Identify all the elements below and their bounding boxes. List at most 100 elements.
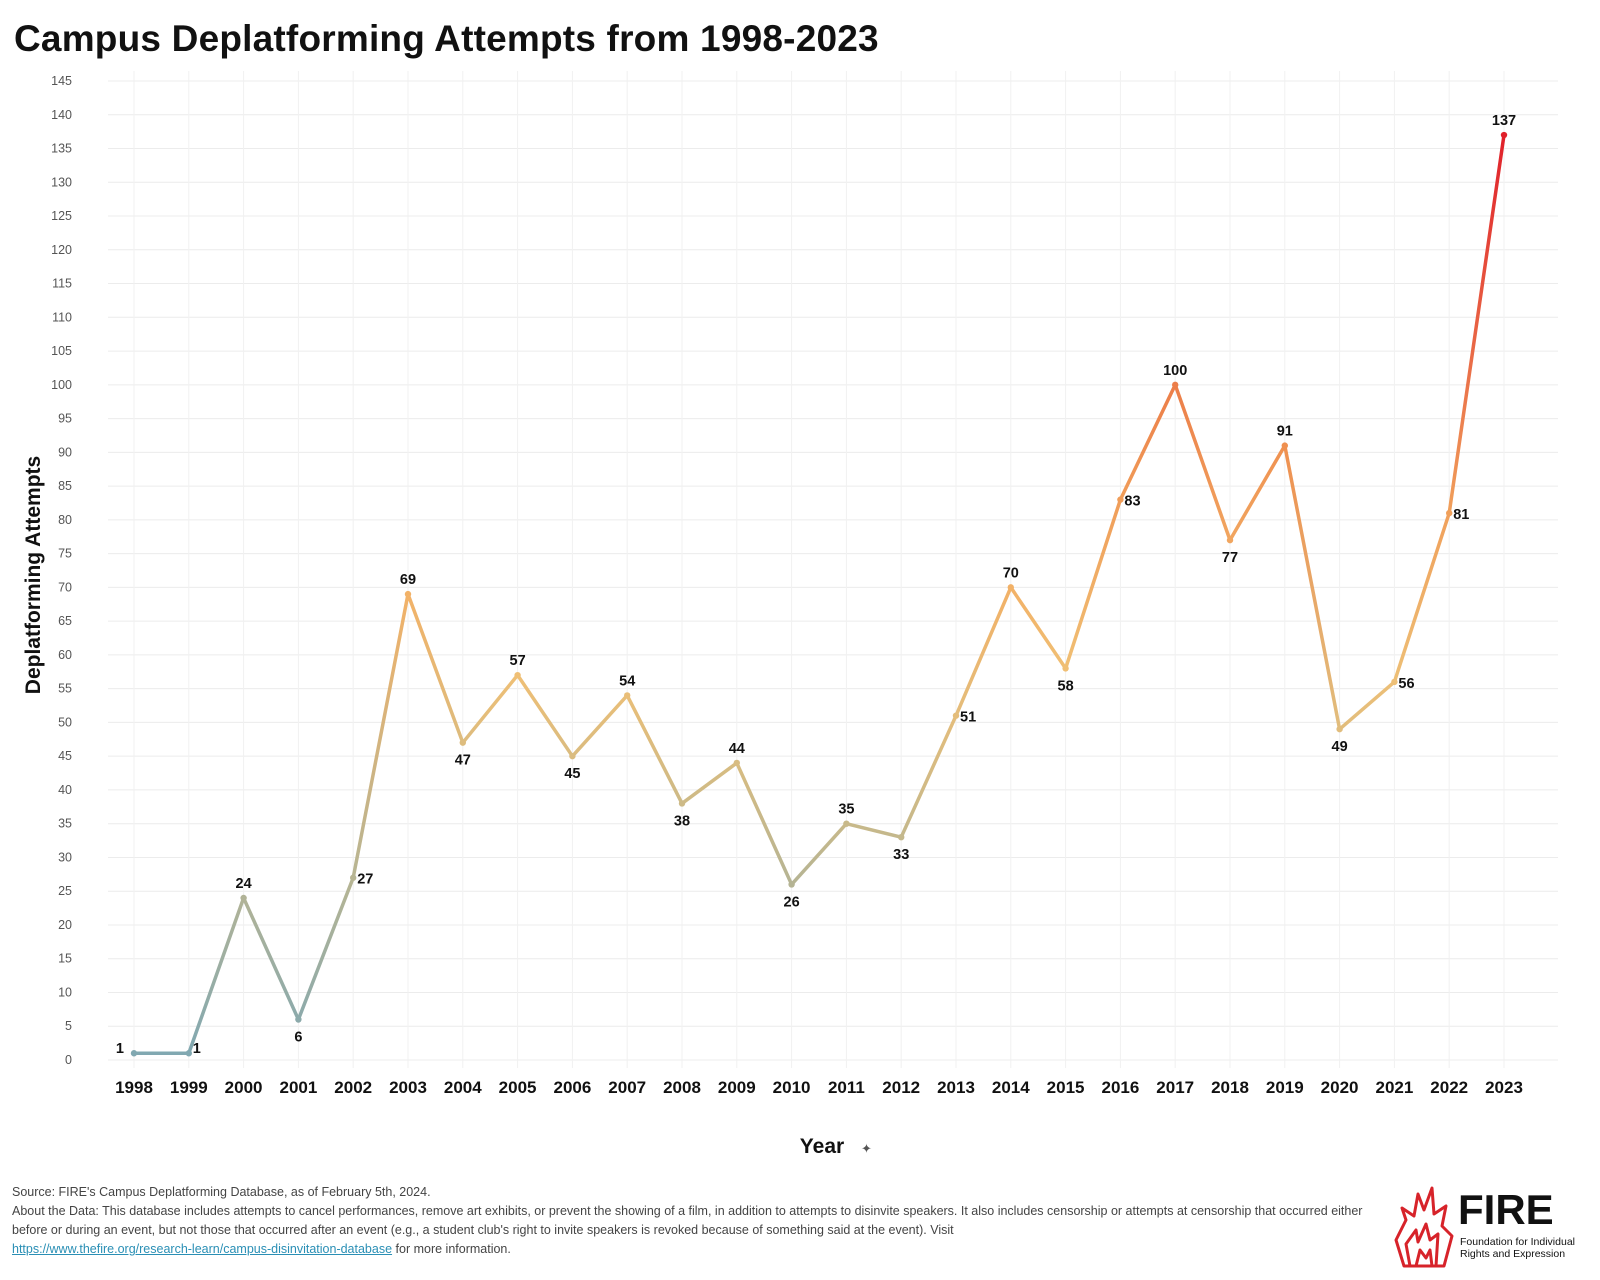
data-label: 38 [674, 813, 690, 829]
about-note: About the Data: This database includes a… [12, 1202, 1372, 1259]
line-segment [351, 592, 410, 880]
data-label: 27 [357, 872, 373, 888]
x-tick-label: 2000 [225, 1078, 263, 1097]
chart-title: Campus Deplatforming Attempts from 1998-… [14, 18, 879, 59]
y-tick-label: 110 [52, 310, 72, 324]
x-tick-label: 2019 [1266, 1078, 1304, 1097]
data-label: 33 [893, 847, 909, 863]
y-tick-label: 105 [51, 344, 72, 358]
line-segment [187, 896, 246, 1055]
y-tick-label: 10 [58, 985, 72, 999]
line-chart: 0 5 10 15 20 25 30 35 40 45 50 55 60 65 70 75 80 85 90 95 10… [22, 71, 1558, 1158]
flame-icon [1394, 1186, 1454, 1268]
data-label: 44 [729, 741, 745, 757]
y-axis-label: Deplatforming Attempts [22, 456, 45, 694]
y-tick-label: 140 [51, 108, 72, 122]
data-point [1172, 381, 1179, 389]
y-tick-label: 5 [65, 1019, 72, 1033]
line-segment [1283, 443, 1342, 731]
data-point [952, 712, 960, 719]
data-point [514, 671, 521, 679]
data-label: 51 [960, 710, 976, 726]
line-segment [1447, 133, 1506, 515]
y-tick-label: 55 [58, 682, 72, 696]
y-tick-label: 35 [58, 817, 72, 831]
data-label: 24 [236, 876, 252, 892]
y-tick-label: 130 [51, 175, 72, 189]
data-point [295, 1016, 302, 1023]
data-point [569, 752, 576, 760]
line-segment [899, 713, 958, 839]
data-point [1500, 131, 1508, 139]
grid-lines [108, 71, 1558, 1068]
data-label: 35 [838, 802, 854, 818]
x-tick-label: 2022 [1430, 1078, 1468, 1097]
data-label: 83 [1124, 494, 1140, 510]
line-segment [789, 821, 849, 887]
data-label: 47 [455, 753, 471, 769]
x-axis: 1998 1999 2000 2001 2002 2003 2004 2005 2006 2007… [115, 1078, 1523, 1097]
data-label: 45 [564, 766, 580, 782]
data-point [1391, 678, 1398, 686]
x-tick-label: 2015 [1047, 1078, 1085, 1097]
logo-subtitle: Foundation for Individual Rights and Exp… [1460, 1236, 1575, 1260]
y-tick-label: 45 [58, 749, 72, 763]
data-label: 56 [1398, 676, 1414, 692]
y-tick-label: 85 [58, 479, 72, 493]
data-label: 49 [1332, 739, 1348, 755]
y-tick-label: 115 [52, 277, 72, 291]
data-point [898, 833, 905, 841]
data-label: 69 [400, 572, 416, 588]
data-label: 100 [1163, 363, 1187, 379]
data-point [1446, 509, 1453, 517]
x-tick-label: 2008 [663, 1078, 701, 1097]
y-tick-label: 25 [58, 884, 72, 898]
line-segment [1118, 383, 1177, 502]
y-axis: 0 5 10 15 20 25 30 35 40 45 50 55 60 65 70 75 80 85 90 95 10… [51, 74, 72, 1067]
data-label: 1 [116, 1041, 124, 1057]
y-tick-label: 100 [51, 378, 72, 392]
x-tick-label: 2001 [279, 1078, 317, 1097]
y-tick-label: 40 [58, 783, 72, 797]
y-tick-label: 90 [58, 445, 72, 459]
data-label: 57 [510, 653, 526, 669]
x-tick-label: 2014 [992, 1078, 1030, 1097]
data-label: 6 [294, 1029, 302, 1045]
pin-icon: ✦ [861, 1142, 872, 1157]
y-tick-label: 60 [58, 648, 72, 662]
x-tick-label: 2017 [1156, 1078, 1194, 1097]
data-point [624, 692, 631, 699]
x-tick-label: 2006 [553, 1078, 591, 1097]
line-segment [844, 821, 903, 839]
line-segment [1173, 383, 1232, 542]
line-segment [461, 673, 520, 745]
data-point [404, 590, 412, 598]
database-link[interactable]: https://www.thefire.org/research-learn/c… [12, 1242, 393, 1256]
series-line [132, 133, 1506, 1055]
data-label: 81 [1453, 507, 1469, 523]
data-point [1336, 725, 1343, 733]
data-label: 91 [1277, 424, 1293, 440]
data-point [1226, 536, 1234, 544]
data-point [733, 759, 740, 767]
data-label: 137 [1492, 113, 1516, 129]
y-tick-label: 80 [58, 513, 72, 527]
line-segment [954, 585, 1013, 718]
x-tick-label: 2002 [334, 1078, 372, 1097]
source-note: Source: FIRE's Campus Deplatforming Data… [12, 1185, 431, 1199]
x-tick-label: 2005 [499, 1078, 537, 1097]
line-segment [241, 896, 301, 1022]
y-tick-label: 70 [58, 580, 72, 594]
x-tick-label: 2009 [718, 1078, 756, 1097]
fire-logo: FIRE Foundation for Individual Rights an… [1392, 1180, 1592, 1270]
data-label: 70 [1003, 565, 1019, 581]
y-tick-label: 30 [58, 850, 72, 864]
line-segment [735, 761, 794, 887]
series-points [130, 131, 1508, 1057]
data-point [350, 874, 357, 881]
x-tick-label: 1998 [115, 1078, 153, 1097]
data-point [1281, 442, 1289, 449]
data-point [240, 894, 247, 902]
x-tick-label: 2012 [882, 1078, 920, 1097]
data-point [843, 820, 850, 827]
